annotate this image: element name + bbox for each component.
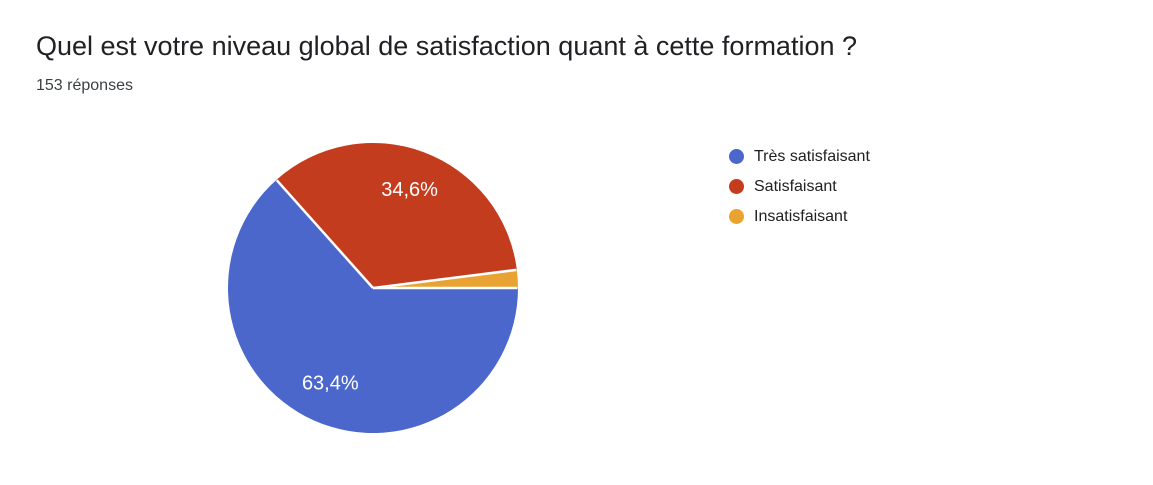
pie-slice-1 [276, 143, 517, 288]
pie-chart: 63,4% 34,6% [227, 143, 518, 434]
slice-percentage-label: 63,4% [302, 372, 359, 394]
response-count: 153 réponses [36, 77, 133, 94]
slice-separator [275, 179, 374, 289]
chart-legend: Très satisfaisant Satisfaisant Insatisfais… [729, 146, 870, 236]
legend-item: Très satisfaisant [729, 146, 870, 167]
legend-color-dot [729, 209, 744, 224]
slice-separator [372, 268, 517, 290]
slice-percentage-label: 34,6% [381, 179, 438, 201]
legend-item: Insatisfaisant [729, 206, 870, 227]
question-title: Quel est votre niveau global de satisfac… [36, 31, 857, 61]
legend-label: Satisfaisant [754, 177, 837, 195]
legend-label: Très satisfaisant [754, 147, 870, 165]
legend-color-dot [729, 149, 744, 164]
legend-item: Satisfaisant [729, 176, 870, 197]
legend-label: Insatisfaisant [754, 207, 848, 225]
legend-color-dot [729, 179, 744, 194]
pie-slice-0 [227, 179, 518, 434]
